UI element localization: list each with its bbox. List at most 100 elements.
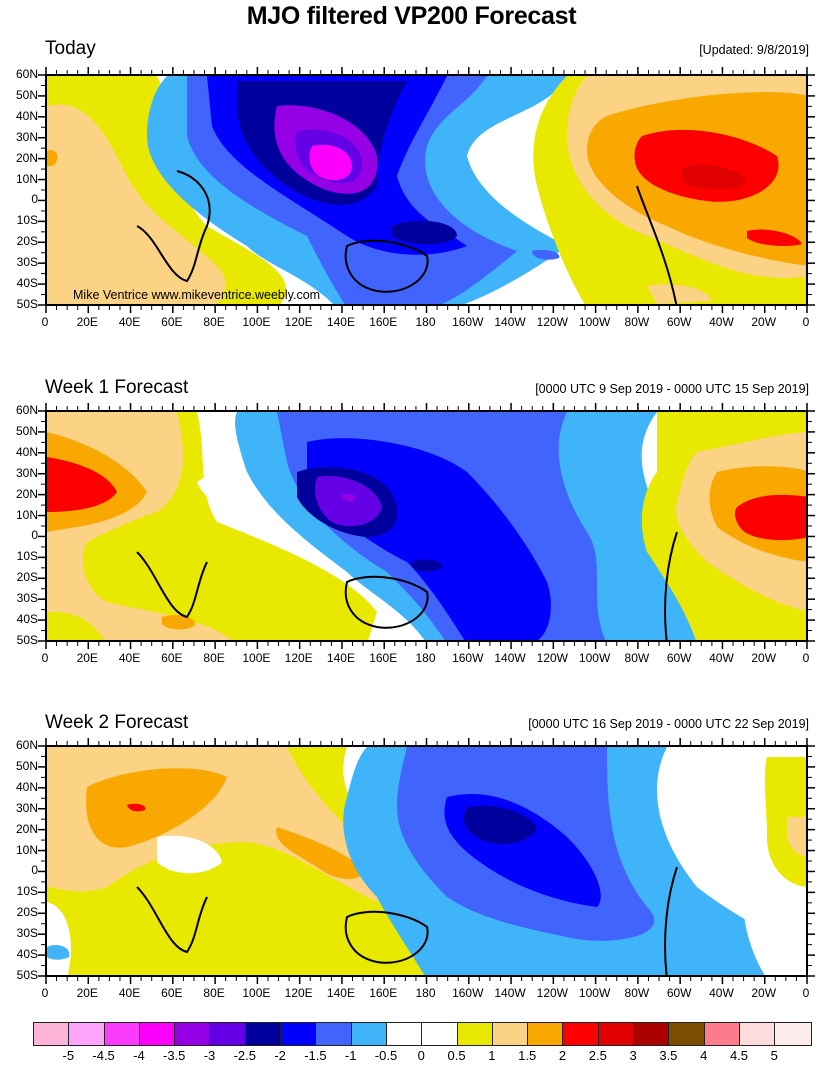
colorbar-label: -3.5 (162, 1048, 186, 1063)
lon-label: 40E (118, 986, 141, 1000)
contour-pos-2.5 (127, 803, 146, 812)
colorbar-swatch (139, 1023, 176, 1045)
contour-neg-2 (463, 805, 537, 844)
lon-label: 60W (666, 315, 692, 329)
lon-label: 0 (41, 986, 49, 1000)
colorbar-label: -4 (133, 1048, 145, 1063)
colorbar-swatch (175, 1023, 211, 1045)
lon-label: 0 (802, 651, 810, 665)
coastline-australia (344, 575, 429, 629)
lat-label: 30S (16, 926, 38, 941)
lat-label: 10S (16, 884, 38, 899)
lon-label: 120E (284, 315, 313, 329)
colorbar-swatch (492, 1023, 529, 1045)
lon-label: 60E (161, 315, 183, 329)
coastline-australia (344, 910, 429, 964)
colorbar-swatch (422, 1023, 458, 1045)
lon-label: 160W (452, 315, 484, 329)
contour-pos-1-atl (764, 757, 806, 887)
colorbar-swatch (210, 1023, 246, 1045)
lat-label: 50N (15, 87, 38, 102)
lon-label: 160W (452, 986, 484, 1000)
panel-title: Week 2 Forecast (45, 712, 189, 733)
map-today-contours (47, 76, 806, 304)
colorbar-swatch (669, 1023, 705, 1045)
contour-neg-1-pacific (532, 249, 560, 260)
coastline-africa (136, 886, 208, 954)
lon-label: 140E (326, 315, 355, 329)
colorbar-swatch (528, 1023, 564, 1045)
coastline-africa (136, 170, 211, 283)
coastline-south-america (636, 185, 678, 304)
lon-label: 180 (415, 651, 436, 665)
lat-label: 20S (16, 905, 38, 920)
contour-pos-2.5-atl (734, 494, 806, 541)
lat-label: 30S (16, 591, 38, 606)
contour-pos-2 (47, 149, 58, 166)
lon-label: 0 (41, 315, 49, 329)
colorbar-swatch (598, 1023, 635, 1045)
map-week1-contours (47, 412, 806, 640)
lon-label: 40W (709, 986, 734, 1000)
lat-label: 10S (16, 549, 38, 564)
colorbar-label: -5 (62, 1048, 75, 1063)
lat-label: 20N (15, 486, 38, 501)
map-week2-contours (47, 747, 806, 975)
lon-label: 120W (536, 651, 568, 665)
colorbar-swatch (739, 1023, 776, 1045)
colorbar-swatch (69, 1023, 105, 1045)
colorbar-label: -4.5 (92, 1048, 115, 1063)
watermark: Mike Ventrice www.mikeventrice.weebly.co… (73, 288, 321, 302)
lat-label: 60N (15, 738, 38, 752)
lon-label: 140W (494, 986, 526, 1000)
lat-label: 60N (15, 403, 38, 417)
contour-neg-2-south (392, 220, 457, 245)
colorbar-label: 3 (629, 1048, 637, 1063)
colorbar-label: 0 (417, 1048, 425, 1063)
colorbar-swatch (245, 1023, 282, 1045)
coastline-south-america (664, 531, 678, 640)
lat-label: 0 (31, 528, 38, 543)
map-week2 (45, 745, 808, 977)
colorbar-label: -3 (203, 1048, 216, 1063)
coastline-africa (136, 551, 208, 619)
contour-pos-2-sio (162, 614, 196, 630)
panel-week2: Week 2 Forecast [0000 UTC 16 Sep 2019 - … (0, 712, 823, 1012)
lon-label: 120E (284, 986, 313, 1000)
lat-label: 50N (15, 758, 38, 773)
lon-label: 60E (161, 651, 183, 665)
colorbar-swatch (457, 1023, 493, 1045)
contour-neg-2-cpac (412, 559, 442, 572)
colorbar-swatch (281, 1023, 317, 1045)
lon-label: 180 (415, 986, 436, 1000)
contour-pos-3-atl (681, 164, 747, 190)
colorbar-label: 2.5 (588, 1048, 607, 1063)
colorbar-swatch (704, 1023, 740, 1045)
lat-label: 50S (16, 633, 38, 647)
panel-title: Today (45, 38, 96, 59)
lon-label: 100W (578, 986, 611, 1000)
lat-label: 20S (16, 234, 38, 249)
lon-label: 40W (709, 315, 734, 329)
contour-neg-3 (342, 493, 356, 502)
lon-label: 120E (284, 651, 313, 665)
lon-label: 100W (578, 315, 611, 329)
coastline-south-america (664, 866, 678, 975)
contour-pos-1.5-atl (787, 817, 806, 857)
colorbar-swatch (386, 1023, 423, 1045)
lat-label: 50S (16, 968, 38, 982)
lat-label: 30N (15, 129, 38, 144)
lon-label: 140W (494, 315, 526, 329)
lat-label: 40N (15, 108, 38, 123)
colorbar (33, 1022, 812, 1046)
lon-label: 180 (415, 315, 436, 329)
lat-label: 40N (15, 444, 38, 459)
lat-label: 60N (15, 67, 38, 81)
colorbar-label: 4.5 (729, 1048, 749, 1063)
contour-pos-2-mc (276, 827, 367, 879)
lon-label: 120W (536, 986, 568, 1000)
colorbar-label: -2 (274, 1048, 286, 1063)
contour-zero-io (157, 835, 222, 874)
panel-title: Week 1 Forecast (45, 377, 189, 398)
contour-pos-1.5-south (647, 284, 712, 304)
